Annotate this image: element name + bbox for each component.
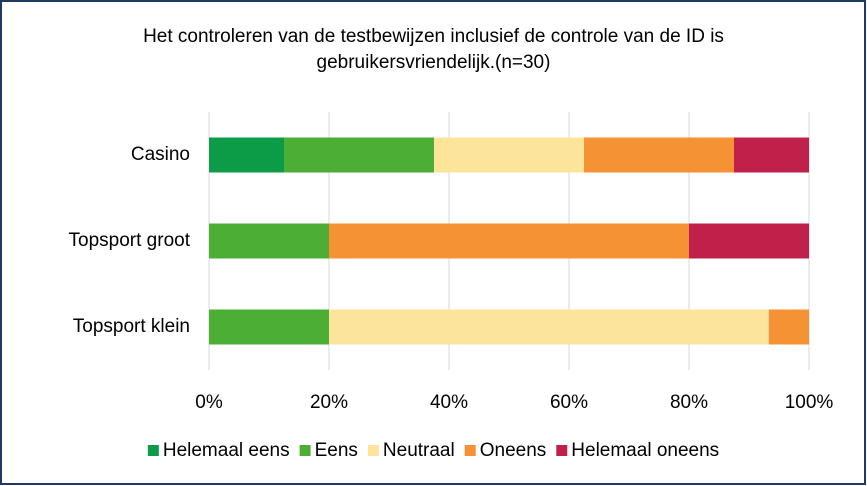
legend-label: Helemaal eens <box>163 440 290 461</box>
bar-segment <box>584 137 734 173</box>
legend-swatch <box>147 445 159 456</box>
legend-swatch <box>299 445 311 456</box>
title-box: Het controleren van de testbewijzen incl… <box>0 24 867 76</box>
legend-label: Oneens <box>480 440 547 461</box>
x-tick-label: 0% <box>195 392 223 413</box>
x-tick-label: 20% <box>310 392 348 413</box>
legend-label: Eens <box>315 440 358 461</box>
chart-title: Het controleren van de testbewijzen incl… <box>143 26 724 73</box>
bar-segment <box>329 223 689 259</box>
y-tick-label: Casino <box>131 144 190 165</box>
legend-label: Neutraal <box>383 440 455 461</box>
y-tick-label: Topsport groot <box>69 230 191 251</box>
legend-swatch <box>556 445 568 456</box>
bar-segment <box>434 137 584 173</box>
legend-swatch <box>367 445 379 456</box>
x-tick-label: 40% <box>430 392 468 413</box>
bar-segment <box>689 223 809 259</box>
bar-segment <box>329 309 769 345</box>
x-tick-label: 60% <box>550 392 588 413</box>
y-tick-label: Topsport klein <box>73 316 190 337</box>
bar-segment <box>734 137 809 173</box>
legend-swatch <box>464 445 476 456</box>
bar-segment <box>284 137 434 173</box>
bar-segment <box>768 309 809 345</box>
x-tick-label: 80% <box>670 392 708 413</box>
bar-segment <box>209 137 284 173</box>
x-tick-label: 100% <box>785 392 834 413</box>
legend-label: Helemaal oneens <box>571 440 719 461</box>
bar-segment <box>209 309 329 345</box>
bar-segment <box>209 223 329 259</box>
